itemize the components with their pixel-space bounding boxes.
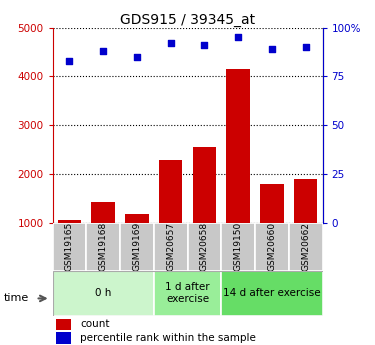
- Bar: [255, 223, 289, 271]
- Text: percentile rank within the sample: percentile rank within the sample: [80, 333, 256, 343]
- Point: [66, 58, 72, 63]
- Point: [303, 44, 309, 50]
- Point: [100, 48, 106, 54]
- Bar: [154, 271, 221, 316]
- Text: GSM20660: GSM20660: [267, 222, 276, 271]
- Bar: [260, 184, 284, 271]
- Bar: [53, 223, 86, 271]
- Bar: [193, 147, 216, 271]
- Bar: [154, 223, 188, 271]
- Bar: [294, 179, 317, 271]
- Text: GSM19169: GSM19169: [132, 222, 141, 271]
- Title: GDS915 / 39345_at: GDS915 / 39345_at: [120, 12, 255, 27]
- Text: time: time: [4, 294, 29, 303]
- Bar: [221, 223, 255, 271]
- Text: GSM19168: GSM19168: [99, 222, 108, 271]
- Text: 1 d after
exercise: 1 d after exercise: [165, 283, 210, 304]
- Text: 14 d after exercise: 14 d after exercise: [223, 288, 321, 298]
- Bar: [159, 160, 182, 271]
- Bar: [221, 271, 322, 316]
- Bar: [289, 223, 322, 271]
- Text: GSM19150: GSM19150: [234, 222, 243, 271]
- Point: [201, 42, 207, 48]
- Bar: [53, 271, 154, 316]
- Text: count: count: [80, 319, 110, 329]
- Text: GSM20658: GSM20658: [200, 222, 209, 271]
- Text: 0 h: 0 h: [95, 288, 111, 298]
- Bar: [188, 223, 221, 271]
- Bar: [56, 332, 71, 344]
- Bar: [58, 220, 81, 271]
- Text: GSM20657: GSM20657: [166, 222, 175, 271]
- Bar: [92, 201, 115, 271]
- Bar: [226, 69, 250, 271]
- Bar: [86, 223, 120, 271]
- Point: [134, 54, 140, 60]
- Bar: [120, 223, 154, 271]
- Bar: [56, 319, 71, 330]
- Point: [168, 40, 174, 46]
- Text: GSM19165: GSM19165: [65, 222, 74, 271]
- Bar: [125, 214, 148, 271]
- Text: GSM20662: GSM20662: [301, 222, 310, 271]
- Point: [269, 46, 275, 52]
- Point: [235, 34, 241, 40]
